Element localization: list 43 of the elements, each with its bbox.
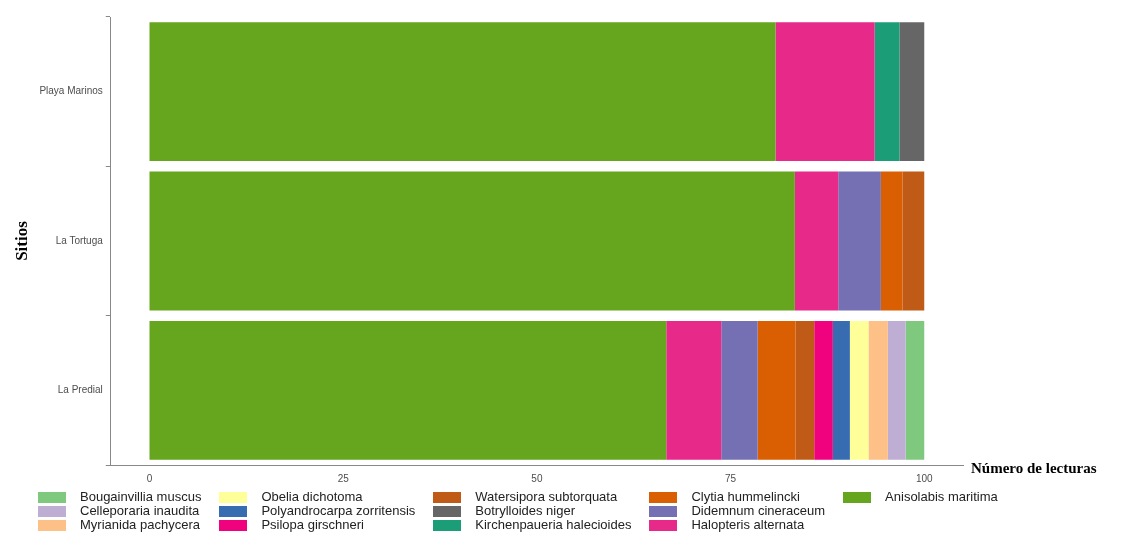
bar xyxy=(757,320,796,460)
x-axis-title: Número de lecturas xyxy=(971,459,1097,476)
bar xyxy=(832,320,850,460)
bar xyxy=(899,22,925,162)
x-tick-label: 0 xyxy=(146,472,153,484)
legend-label: Bougainvillia muscus xyxy=(80,489,202,504)
x-tick-label: 50 xyxy=(531,472,543,484)
x-tick-label: 75 xyxy=(725,472,737,484)
x-tick-label: 100 xyxy=(915,472,934,484)
legend-label: Botrylloides niger xyxy=(475,503,576,518)
legend-label: Polyandrocarpa zorritensis xyxy=(261,503,416,518)
y-axis-title: Sitios xyxy=(11,220,31,261)
y-tick-label: La Tortuga xyxy=(55,234,104,246)
bar xyxy=(149,171,795,311)
legend-label: Halopteris alternata xyxy=(691,517,805,532)
bar xyxy=(880,171,903,311)
legend-label: Anisolabis maritima xyxy=(885,489,998,504)
bar xyxy=(838,171,881,311)
legend-label: Didemnum cineraceum xyxy=(691,503,826,518)
bar xyxy=(666,320,722,460)
x-tick-label: 25 xyxy=(337,472,350,484)
legend-label: Watersipora subtorquata xyxy=(475,489,618,504)
legend-label: Myrianida pachycera xyxy=(80,517,200,532)
bar xyxy=(721,320,758,460)
bar xyxy=(149,320,667,460)
legend-label: Obelia dichotoma xyxy=(261,489,363,504)
legend-label: Clytia hummelincki xyxy=(691,489,800,504)
bar xyxy=(794,171,839,311)
bar xyxy=(849,320,869,460)
legend-label: Celleporaria inaudita xyxy=(80,503,200,518)
bar xyxy=(887,320,906,460)
legend-label: Psilopa girschneri xyxy=(261,517,365,532)
bar xyxy=(868,320,888,460)
legend-label: Kirchenpaueria halecioides xyxy=(475,517,632,532)
bar xyxy=(814,320,833,460)
bar xyxy=(874,22,900,162)
y-tick-label: Playa Marinos xyxy=(39,85,103,97)
bar xyxy=(905,320,925,460)
y-tick-label: La Predial xyxy=(57,384,103,396)
bar xyxy=(775,22,875,162)
bar xyxy=(149,22,776,162)
bar xyxy=(902,171,925,311)
bar xyxy=(795,320,815,460)
